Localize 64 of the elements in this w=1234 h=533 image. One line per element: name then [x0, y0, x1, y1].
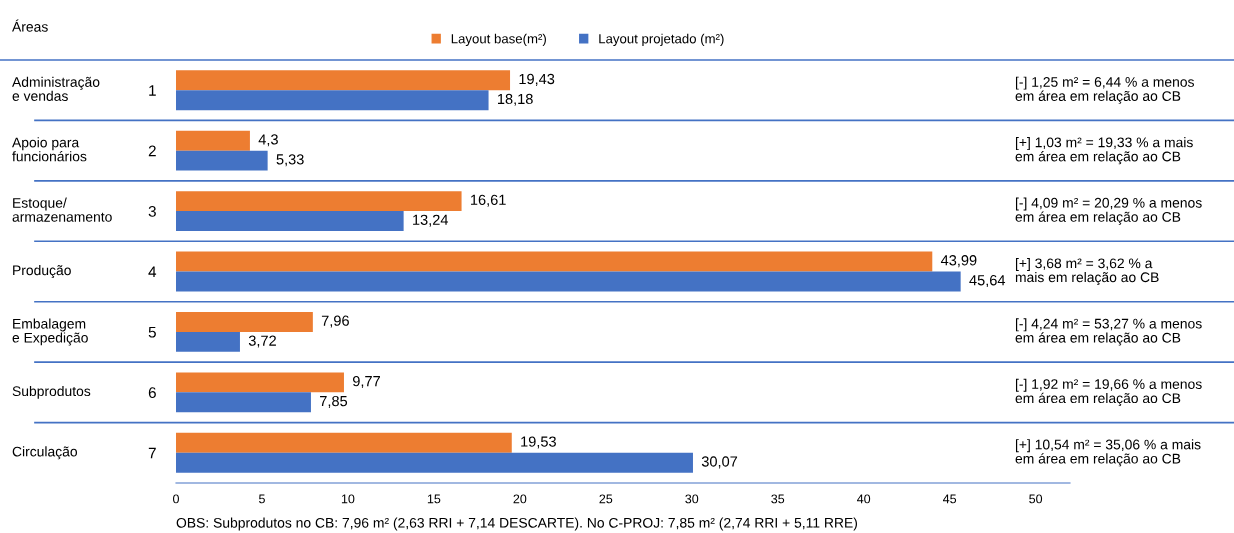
annotation: [-] 4,09 m² = 20,29 % a menos em área em relação ao CB: [1015, 197, 1202, 225]
y-tick-label: 6: [148, 387, 156, 399]
text: Embalagem e Expedição: [12, 318, 88, 346]
text: Circulação: [12, 446, 78, 460]
data-label: 19,53: [521, 436, 556, 449]
y-tick-label: 5: [148, 326, 156, 338]
legend-label: Layout projetado (m²): [599, 33, 724, 47]
bar: [176, 372, 344, 393]
text: OBS: Subprodutos no CB: 7,96 m² (2,63 RRI + 7,14 DESCARTE). No C-PROJ: 7,85 m² (2,74 RRI + 5,11 RRE): [176, 517, 857, 531]
data-label: 3,72: [248, 335, 276, 348]
data-label: 19,43: [519, 73, 555, 86]
x-tick-label: 40: [857, 494, 871, 504]
x-tick-label: 10: [341, 494, 355, 504]
annotation: [-] 4,24 m² = 53,27 % a menos em área em relação ao CB: [1015, 318, 1202, 346]
annotation: [-] 1,92 m² = 19,66 % a menos em área em relação ao CB: [1015, 378, 1202, 406]
x-tick-label: 20: [513, 494, 527, 504]
x-tick-label: 15: [427, 494, 441, 504]
x-tick-label: 30: [685, 494, 699, 504]
data-label: 7,96: [321, 315, 349, 328]
x-tick-label: 50: [1029, 494, 1043, 504]
text: Apoio para funcionários: [12, 137, 87, 162]
data-label: 5,33: [276, 154, 304, 167]
annotation: [+] 10,54 m² = 35,06 % a mais em área em relação ao CB: [1015, 439, 1201, 467]
bar: [176, 432, 512, 453]
y-tick-label: 2: [148, 145, 156, 157]
data-label: 43,99: [940, 255, 977, 268]
text: Estoque/ armazenamento: [12, 197, 112, 222]
x-tick-label: 35: [771, 494, 785, 504]
bar: [176, 452, 693, 473]
text: Produção: [13, 265, 71, 278]
annotation: [+] 3,68 m² = 3,62 % a mais em relação ao CB: [1015, 258, 1159, 285]
bar: [176, 311, 313, 332]
x-tick-label: 45: [942, 494, 957, 504]
data-label: 13,24: [413, 214, 449, 227]
bar: [176, 211, 404, 232]
bar: [176, 331, 240, 352]
data-label: 45,64: [969, 275, 1006, 288]
bar: [176, 251, 933, 272]
bar: [176, 271, 961, 292]
bar: [176, 90, 489, 111]
data-label: 16,61: [471, 194, 506, 207]
bar: [176, 392, 311, 413]
text: Áreas: [12, 19, 48, 32]
data-label: 30,07: [701, 456, 738, 469]
bar: [176, 130, 250, 151]
x-tick-label: 0: [173, 494, 179, 504]
text: Subprodutos: [12, 385, 91, 399]
data-label: 7,85: [320, 395, 348, 408]
data-label: 18,18: [498, 93, 533, 106]
legend-label: Layout base(m²): [451, 33, 546, 47]
y-tick-label: 7: [148, 447, 156, 459]
bar: [176, 191, 462, 212]
annotation: [+] 1,03 m² = 19,33 % a mais em área em relação ao CB: [1015, 137, 1193, 165]
data-label: 9,77: [352, 375, 380, 389]
x-tick-label: 5: [258, 494, 265, 504]
y-tick-label: 1: [149, 85, 156, 96]
y-tick-label: 3: [148, 205, 156, 217]
bar: [176, 150, 268, 171]
x-tick-label: 25: [599, 494, 613, 504]
data-label: 4,3: [258, 134, 278, 147]
text: Administração e vendas: [12, 76, 100, 101]
y-tick-label: 4: [148, 266, 157, 278]
annotation: [-] 1,25 m² = 6,44 % a menos em área em relação ao CB: [1015, 76, 1194, 104]
bar: [176, 70, 511, 91]
